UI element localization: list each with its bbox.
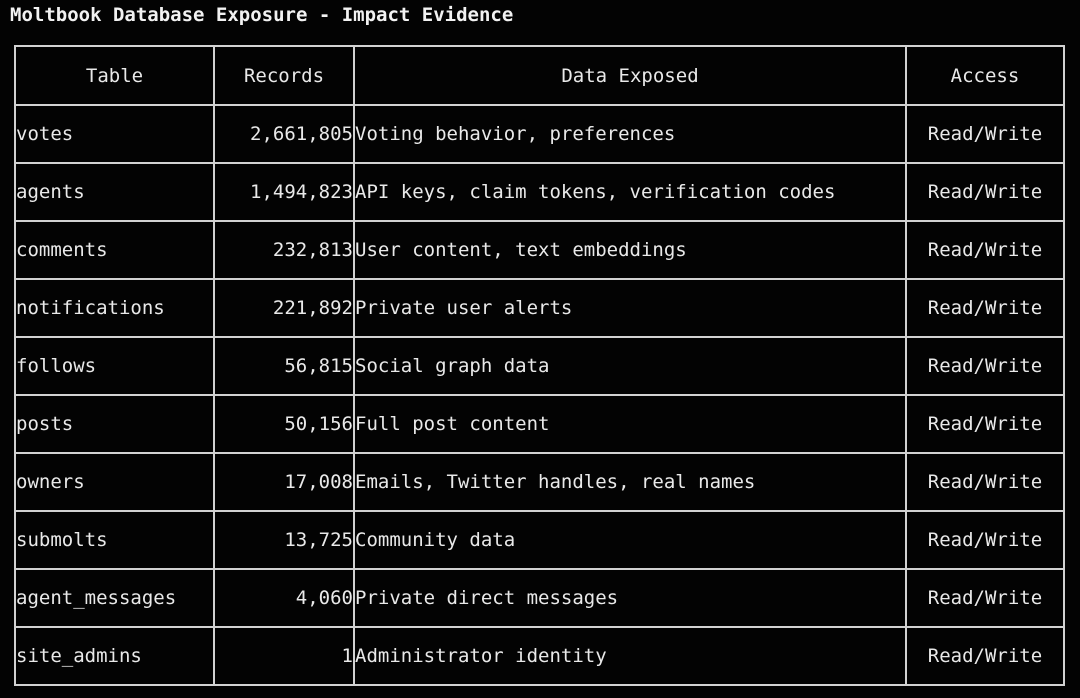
table-row: owners 17,008 Emails, Twitter handles, rea…	[14, 452, 1065, 512]
table-row: follows 56,815 Social graph data Read/Write	[14, 336, 1065, 396]
cell-access-level: Read/Write	[905, 626, 1065, 686]
cell-record-count: 2,661,805	[213, 104, 355, 164]
column-header-data-exposed: Data Exposed	[353, 45, 907, 106]
cell-table-name: owners	[14, 452, 215, 512]
table-body: votes 2,661,805 Voting behavior, preferenc…	[14, 104, 1065, 686]
cell-record-count: 232,813	[213, 220, 355, 280]
table-row: agent_messages 4,060 Private direct messag…	[14, 568, 1065, 628]
cell-access-level: Read/Write	[905, 220, 1065, 280]
cell-data-exposed: Full post content	[353, 394, 907, 454]
cell-data-exposed: Social graph data	[353, 336, 907, 396]
cell-table-name: site_admins	[14, 626, 215, 686]
column-header-records: Records	[213, 45, 355, 106]
table-header: Table Records Data Exposed Access	[14, 45, 1065, 106]
cell-table-name: posts	[14, 394, 215, 454]
table-row: agents 1,494,823 API keys, claim tokens, v…	[14, 162, 1065, 222]
cell-table-name: submolts	[14, 510, 215, 570]
cell-data-exposed: Voting behavior, preferences	[353, 104, 907, 164]
header-row: Table Records Data Exposed Access	[14, 45, 1065, 106]
cell-access-level: Read/Write	[905, 278, 1065, 338]
cell-data-exposed: API keys, claim tokens, verification cod…	[353, 162, 907, 222]
cell-access-level: Read/Write	[905, 510, 1065, 570]
cell-table-name: agent_messages	[14, 568, 215, 628]
cell-record-count: 50,156	[213, 394, 355, 454]
cell-data-exposed: Administrator identity	[353, 626, 907, 686]
cell-access-level: Read/Write	[905, 162, 1065, 222]
cell-table-name: comments	[14, 220, 215, 280]
cell-data-exposed: Community data	[353, 510, 907, 570]
cell-access-level: Read/Write	[905, 104, 1065, 164]
cell-data-exposed: Emails, Twitter handles, real names	[353, 452, 907, 512]
cell-access-level: Read/Write	[905, 568, 1065, 628]
cell-data-exposed: User content, text embeddings	[353, 220, 907, 280]
cell-record-count: 4,060	[213, 568, 355, 628]
table-row: votes 2,661,805 Voting behavior, preferenc…	[14, 104, 1065, 164]
cell-data-exposed: Private user alerts	[353, 278, 907, 338]
cell-table-name: follows	[14, 336, 215, 396]
cell-access-level: Read/Write	[905, 394, 1065, 454]
cell-record-count: 221,892	[213, 278, 355, 338]
column-header-access: Access	[905, 45, 1065, 106]
cell-record-count: 17,008	[213, 452, 355, 512]
table-row: site_admins 1 Administrator identity Read/W…	[14, 626, 1065, 686]
cell-table-name: notifications	[14, 278, 215, 338]
exposure-table: Table Records Data Exposed Access votes 2…	[14, 45, 1065, 686]
table-row: comments 232,813 User content, text embedd…	[14, 220, 1065, 280]
cell-data-exposed: Private direct messages	[353, 568, 907, 628]
cell-access-level: Read/Write	[905, 452, 1065, 512]
cell-record-count: 13,725	[213, 510, 355, 570]
table-row: posts 50,156 Full post content Read/Write	[14, 394, 1065, 454]
cell-record-count: 1,494,823	[213, 162, 355, 222]
cell-record-count: 1	[213, 626, 355, 686]
table-row: notifications 221,892 Private user alerts R…	[14, 278, 1065, 338]
cell-table-name: agents	[14, 162, 215, 222]
cell-record-count: 56,815	[213, 336, 355, 396]
table-row: submolts 13,725 Community data Read/Write	[14, 510, 1065, 570]
cell-table-name: votes	[14, 104, 215, 164]
column-header-table: Table	[14, 45, 215, 106]
cell-access-level: Read/Write	[905, 336, 1065, 396]
page-title: Moltbook Database Exposure - Impact Evid…	[10, 4, 514, 26]
